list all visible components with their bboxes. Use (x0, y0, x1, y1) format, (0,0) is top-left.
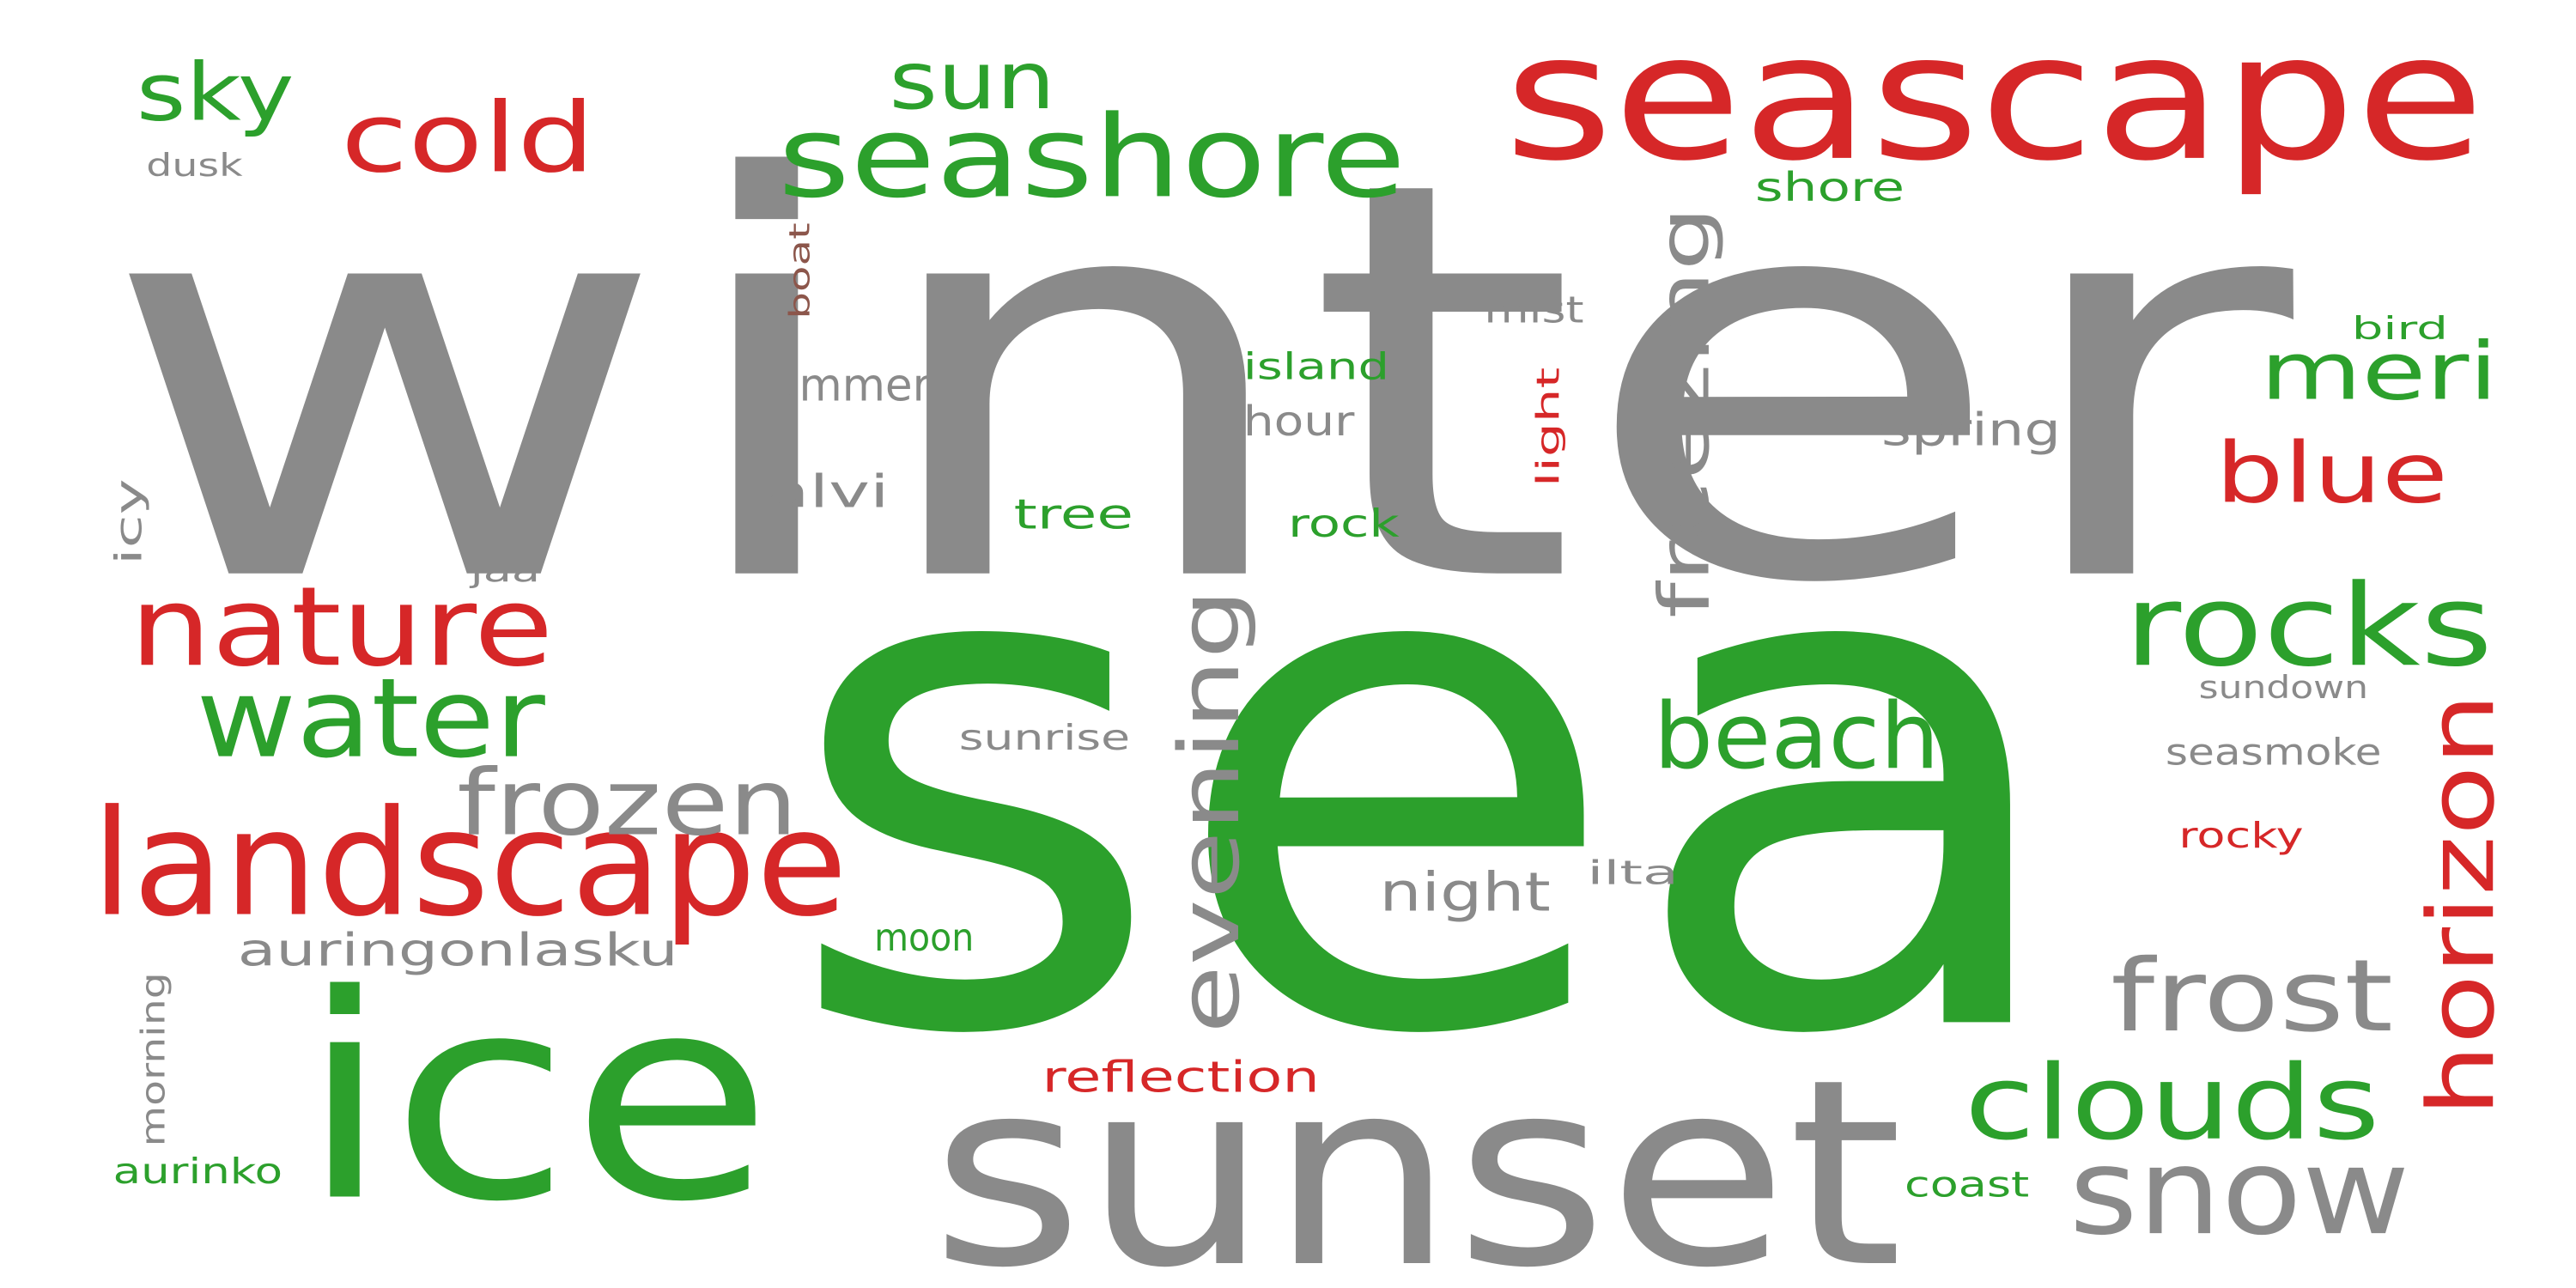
word-dusk: dusk (146, 147, 243, 184)
word-coast: coast (1905, 1164, 2029, 1206)
word-light: light (1529, 368, 1566, 487)
word-boat: boat (783, 222, 817, 319)
word-tree: tree (1014, 490, 1133, 538)
word-landscape: landscape (91, 780, 848, 950)
word-auringonlasku: auringonlasku (238, 926, 678, 977)
word-moon: moon (874, 916, 974, 960)
word-sun: sun (889, 34, 1055, 127)
word-clouds: clouds (1965, 1044, 2380, 1163)
word-summer: summer (748, 360, 931, 411)
word-night: night (1379, 862, 1550, 924)
word-water: water (196, 655, 545, 783)
word-rock: rock (1288, 502, 1400, 546)
word-jaa: jää (469, 552, 540, 589)
word-frost: frost (2111, 939, 2393, 1054)
word-hour: hour (1243, 398, 1355, 446)
word-talvi: talvi (739, 466, 889, 518)
word-spring: spring (1881, 405, 2061, 457)
word-seascape: seascape (1504, 0, 2485, 199)
word-snow: snow (2069, 1122, 2410, 1261)
word-seashore: seashore (778, 92, 1406, 223)
word-mist: mist (1484, 289, 1583, 331)
word-beach: beach (1654, 683, 1940, 790)
word-sunset: sunset (931, 1024, 1903, 1288)
word-freezing: freezing (1645, 206, 1726, 618)
word-island: island (1243, 345, 1389, 388)
word-frozen: frozen (457, 750, 798, 857)
word-blue: blue (2215, 425, 2448, 522)
word-cold: cold (341, 82, 595, 194)
word-rocky: rocky (2178, 815, 2303, 856)
word-bird: bird (2352, 310, 2448, 347)
word-winter: winter (100, 64, 2301, 703)
word-meri: meri (2260, 325, 2498, 418)
word-evening: evening (1161, 588, 1258, 1034)
word-sundown: sundown (2199, 669, 2368, 706)
word-morning: morning (135, 972, 173, 1146)
word-nature: nature (130, 563, 554, 691)
word-horizon: horizon (2409, 693, 2515, 1117)
word-sea: sea (781, 374, 2078, 1187)
word-sunrise: sunrise (959, 717, 1130, 758)
word-reflection: reflection (1042, 1052, 1320, 1103)
word-icy: icy (108, 478, 151, 565)
word-seasmoke: seasmoke (2166, 731, 2382, 774)
word-ilta: ilta (1587, 854, 1678, 893)
word-sky: sky (137, 46, 295, 138)
word-aurinko: aurinko (113, 1151, 283, 1192)
word-shore: shore (1755, 164, 1905, 210)
word-rocks: rocks (2124, 561, 2494, 692)
word-ice: ice (299, 935, 773, 1264)
